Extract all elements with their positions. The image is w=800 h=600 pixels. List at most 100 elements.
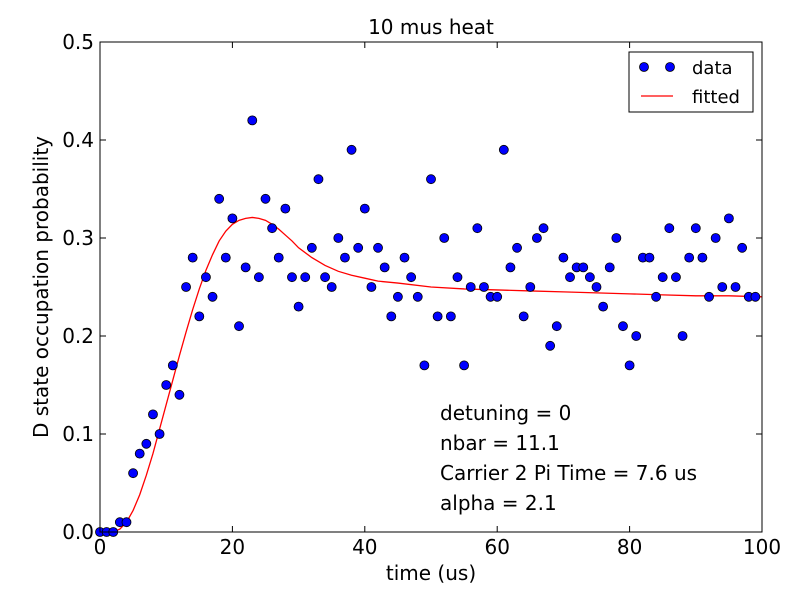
legend-marker-data (665, 62, 675, 72)
data-point (684, 252, 695, 263)
data-point (710, 233, 721, 243)
y-axis-label: D state occupation probability (29, 136, 53, 438)
data-point (505, 262, 516, 273)
data-point (644, 252, 655, 263)
data-point (472, 223, 483, 234)
data-point (518, 311, 529, 322)
data-point (697, 252, 708, 263)
legend-frame (628, 51, 754, 113)
data-point (141, 438, 152, 449)
data-point (724, 213, 734, 224)
data-point (730, 282, 741, 292)
data-point (445, 311, 456, 322)
data-point (439, 233, 450, 243)
y-tick-label: 0.3 (62, 226, 94, 250)
data-point (187, 252, 198, 263)
data-point (373, 242, 383, 253)
data-point (392, 291, 403, 302)
y-tick-label: 0.4 (62, 128, 94, 152)
data-point (671, 272, 681, 283)
data-point (227, 213, 238, 224)
data-point (240, 262, 251, 273)
annotation-nbar: nbar = 11.1 (440, 431, 560, 455)
data-point (346, 144, 357, 155)
data-point (750, 291, 761, 302)
data-point (353, 242, 364, 253)
data-point (545, 340, 556, 351)
data-point (432, 311, 443, 322)
data-point (214, 193, 225, 204)
data-point (260, 193, 271, 204)
data-point (677, 331, 688, 341)
data-point (598, 301, 609, 312)
data-point (584, 272, 595, 283)
y-tick-label: 0.2 (62, 324, 94, 348)
data-point (253, 272, 264, 283)
data-point (273, 252, 284, 263)
data-point (406, 272, 417, 283)
data-point (525, 282, 536, 292)
y-tick-label: 0.0 (62, 520, 94, 544)
x-axis-label: time (us) (386, 561, 476, 585)
data-point (611, 233, 622, 243)
legend: data fitted (628, 51, 754, 113)
data-point (333, 233, 344, 243)
data-point (737, 242, 748, 253)
data-point (174, 389, 185, 400)
data-point (320, 272, 330, 283)
data-point (207, 291, 218, 302)
data-point (247, 115, 258, 126)
annotation-alpha: alpha = 2.1 (440, 491, 557, 515)
data-point (578, 262, 589, 273)
data-point (631, 331, 642, 341)
x-tick-label: 0 (94, 535, 107, 559)
plot-area (95, 115, 763, 537)
y-tick-label: 0.1 (62, 422, 94, 446)
x-tick-label: 100 (743, 535, 781, 559)
data-point (293, 301, 304, 312)
data-point (538, 223, 549, 234)
annotation-detuning: detuning = 0 (440, 401, 571, 425)
annotation-carrier-time: Carrier 2 Pi Time = 7.6 us (440, 461, 697, 485)
data-point (121, 517, 132, 528)
data-point (690, 223, 701, 234)
chart-title: 10 mus heat (368, 15, 494, 39)
data-point (651, 291, 661, 302)
data-point (558, 252, 569, 263)
data-point (181, 282, 191, 292)
data-point (512, 242, 522, 253)
data-point (492, 291, 503, 302)
data-point (220, 252, 231, 263)
axes-frame (99, 41, 763, 533)
data-point (134, 448, 145, 459)
data-point (551, 321, 562, 332)
data-point (498, 144, 509, 155)
data-point (366, 282, 377, 292)
data-point (426, 174, 436, 185)
data-point (399, 252, 410, 263)
legend-marker-data (639, 62, 649, 72)
data-point (306, 242, 317, 253)
data-point (128, 468, 139, 479)
data-point (604, 262, 615, 273)
data-point (479, 282, 489, 292)
data-point (161, 380, 172, 390)
data-point (340, 252, 350, 263)
legend-label-data: data (692, 58, 733, 79)
x-tick-label: 60 (484, 535, 509, 559)
data-point (565, 272, 575, 283)
legend-label-fitted: fitted (692, 87, 740, 108)
data-point (154, 429, 165, 439)
data-point (148, 409, 158, 420)
data-point (452, 272, 463, 283)
data-point (194, 311, 205, 322)
data-point (412, 291, 423, 302)
data-point (664, 223, 675, 234)
x-tick-label: 40 (352, 535, 377, 559)
data-point (267, 223, 278, 234)
annotation-block: detuning = 0 nbar = 11.1 Carrier 2 Pi Ti… (440, 401, 697, 515)
data-point (532, 233, 542, 243)
x-tick-label: 20 (220, 535, 245, 559)
data-point (287, 272, 297, 283)
